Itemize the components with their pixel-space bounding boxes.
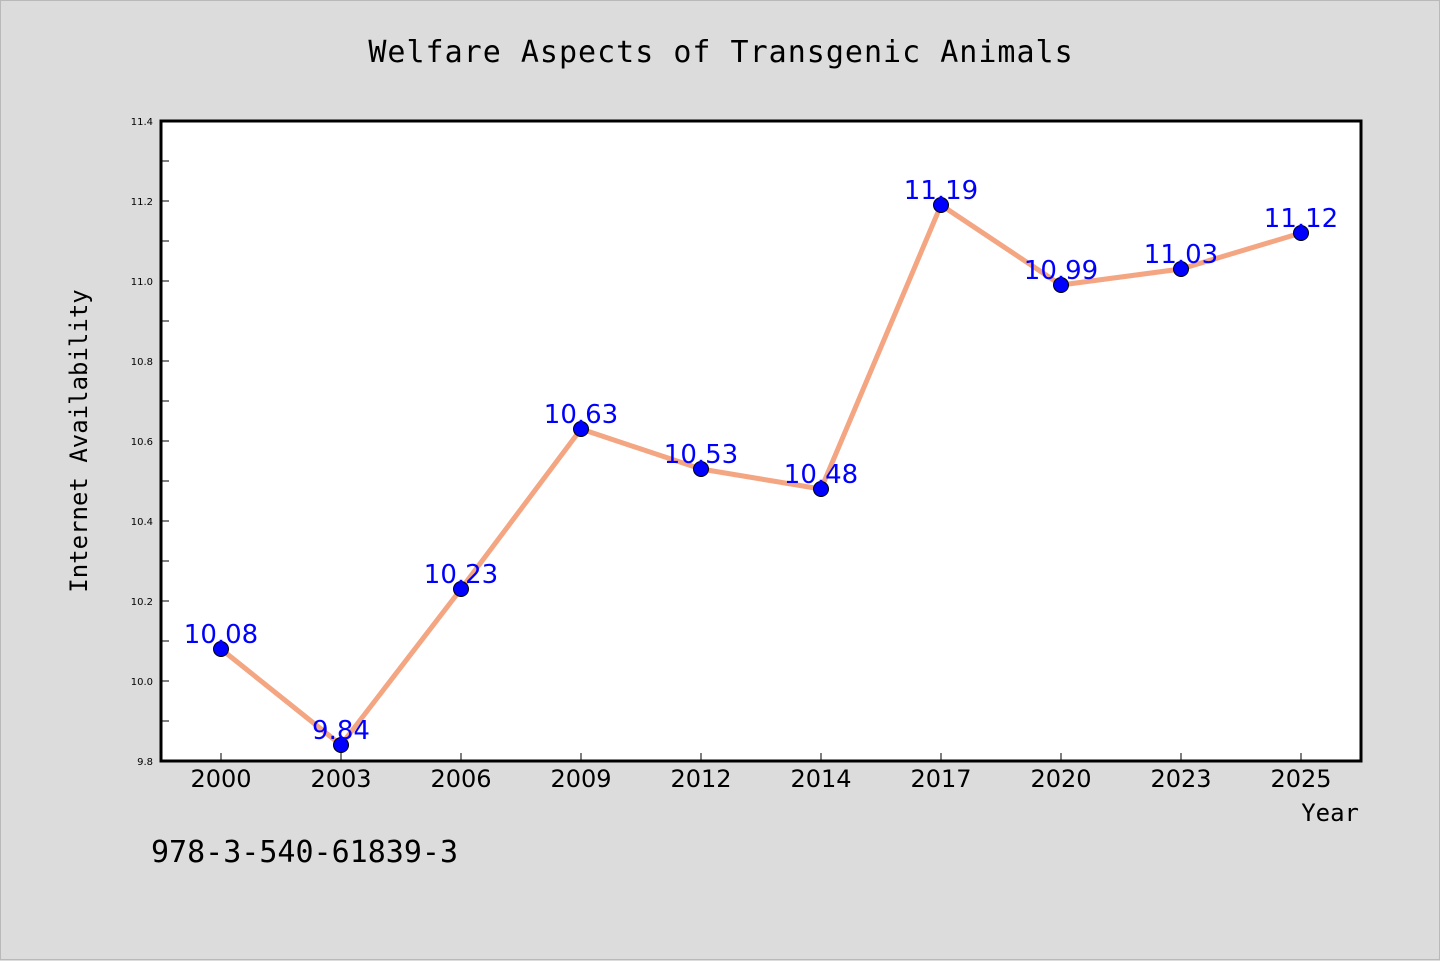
x-tick-label: 2025 (1270, 765, 1331, 793)
data-point (813, 481, 829, 497)
data-point (333, 737, 349, 753)
series-line (218, 202, 1304, 748)
y-tick-label: 11.4 (131, 117, 153, 128)
chart-title: Welfare Aspects of Transgenic Animals (368, 35, 1074, 70)
data-point (1173, 261, 1189, 277)
plot-area (159, 119, 1363, 763)
x-tick-label: 2017 (910, 765, 971, 793)
series-group: 10.08 9.84 10.23 10.63 10.53 10.48 11.19 10.99 1… (184, 176, 1338, 753)
data-point (1053, 277, 1069, 293)
x-axis: 2000 2003 2006 2009 2012 2014 2017 2020 2023 2025 (190, 753, 1332, 793)
y-tick-label: 11.2 (131, 197, 153, 208)
y-tick-label: 10.2 (131, 597, 153, 608)
data-label: 11.19 (904, 176, 978, 206)
data-label: 10.23 (424, 560, 498, 590)
data-point (693, 461, 709, 477)
y-tick-label: 10.0 (131, 677, 153, 688)
isbn-text: 978-3-540-61839-3 (151, 835, 459, 870)
x-tick-label: 2000 (190, 765, 251, 793)
y-tick-label: 10.4 (131, 517, 153, 528)
data-label: 10.53 (664, 440, 738, 470)
data-point (213, 641, 229, 657)
data-label: 9.84 (312, 716, 370, 746)
y-axis-label: Internet Availability (65, 289, 93, 592)
data-label: 10.63 (544, 400, 618, 430)
y-axis: 9.8 10.0 10.2 10.4 10.6 10.8 11.0 11.2 11.4 (131, 117, 169, 768)
y-tick-label: 9.8 (137, 757, 153, 768)
y-tick-label: 10.8 (131, 357, 153, 368)
x-tick-label: 2006 (430, 765, 491, 793)
data-point (573, 421, 589, 437)
data-point (1293, 225, 1309, 241)
data-label: 11.12 (1264, 204, 1338, 234)
y-tick-label: 11.0 (131, 277, 153, 288)
data-label: 10.08 (184, 620, 258, 650)
x-tick-label: 2014 (790, 765, 851, 793)
x-tick-label: 2012 (670, 765, 731, 793)
y-tick-label: 10.6 (131, 437, 153, 448)
data-point (453, 581, 469, 597)
x-axis-label: Year (1301, 799, 1359, 827)
data-label: 11.03 (1144, 240, 1218, 270)
x-tick-label: 2003 (310, 765, 371, 793)
x-tick-label: 2009 (550, 765, 611, 793)
data-label: 10.48 (784, 460, 858, 490)
x-tick-label: 2020 (1030, 765, 1091, 793)
data-point (933, 197, 949, 213)
x-tick-label: 2023 (1150, 765, 1211, 793)
data-label: 10.99 (1024, 256, 1098, 286)
